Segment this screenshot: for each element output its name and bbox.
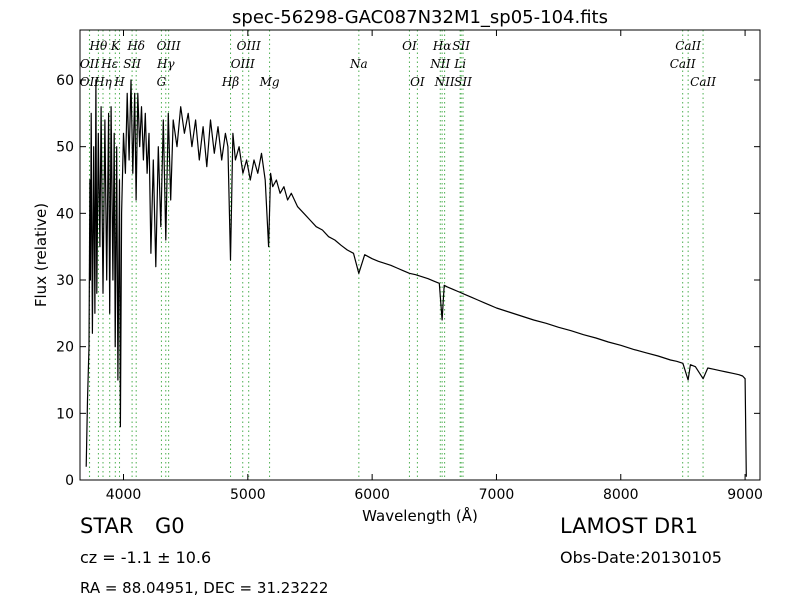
y-tick-label: 40 — [56, 206, 74, 222]
spectral-line-label: OII — [80, 75, 100, 89]
x-tick-label: 9000 — [727, 487, 763, 503]
flux-series — [85, 79, 747, 477]
redshift-readout: cz = -1.1 ± 10.6 — [80, 548, 212, 567]
y-tick-label: 10 — [56, 406, 74, 422]
spectral-line-label: Mg — [259, 75, 280, 89]
spectral-line-label: H — [113, 75, 125, 89]
spectral-line-label: Hδ — [126, 39, 145, 53]
plot-frame — [79, 29, 761, 481]
y-tick-label: 30 — [56, 273, 74, 289]
y-tick-label: 0 — [65, 473, 74, 489]
spectral-line-label: NII — [429, 57, 450, 71]
spectral-line-label: Li — [453, 57, 466, 71]
x-tick-label: 5000 — [230, 487, 266, 503]
spectral-line-label: CaII — [675, 39, 701, 53]
spectral-line-label: OI — [402, 39, 417, 53]
coordinates-readout: RA = 88.04951, DEC = 31.23222 — [80, 579, 329, 597]
spectral-line-label: Na — [349, 57, 368, 71]
y-axis-label: Flux (relative) — [32, 203, 50, 307]
y-tick-label: 60 — [56, 73, 74, 89]
y-tick-label: 50 — [56, 140, 74, 156]
x-tick-label: 8000 — [603, 487, 639, 503]
spectral-line-label: Hθ — [89, 39, 108, 53]
flux-line — [85, 79, 747, 477]
chart-title: spec-56298-GAC087N32M1_sp05-104.fits — [232, 7, 608, 28]
x-tick-label: 4000 — [106, 487, 142, 503]
spectral-line-label: CaII — [670, 57, 696, 71]
x-axis-ticks: 4000 5000 6000 7000 8000 9000 — [106, 30, 763, 503]
y-axis-ticks: 0 10 20 30 40 50 60 — [56, 73, 760, 489]
spectral-line-label: OII — [80, 57, 100, 71]
spectral-line-label: OIII — [237, 39, 261, 53]
spectral-line-label: OI — [410, 75, 425, 89]
spectral-line-label: CaII — [690, 75, 716, 89]
spectral-line-label: NII — [434, 75, 455, 89]
x-axis-label: Wavelength (Å) — [362, 506, 478, 525]
spectral-line-label: Hγ — [156, 57, 175, 71]
observation-date: Obs-Date:20130105 — [560, 548, 722, 567]
y-tick-label: 20 — [56, 340, 74, 356]
spectral-line-markers — [88, 30, 704, 480]
spectral-line-label: SII — [454, 75, 472, 89]
spectral-line-label: OIII — [231, 57, 255, 71]
spectral-line-label: Hε — [100, 57, 118, 71]
x-tick-label: 6000 — [354, 487, 390, 503]
spectral-line-label: G — [157, 75, 167, 89]
x-tick-label: 7000 — [479, 487, 515, 503]
spectral-line-label: Hβ — [221, 75, 239, 89]
object-subclass: G0 — [155, 514, 185, 538]
object-class: STAR — [80, 514, 134, 538]
spectral-line-label: Hη — [93, 75, 112, 89]
spectral-line-label: SII — [452, 39, 470, 53]
spectral-line-label: SII — [123, 57, 141, 71]
spectral-line-label: K — [110, 39, 121, 53]
survey-name: LAMOST DR1 — [560, 514, 699, 538]
spectral-line-label: OIII — [157, 39, 181, 53]
spectral-line-label: Hα — [432, 39, 452, 53]
